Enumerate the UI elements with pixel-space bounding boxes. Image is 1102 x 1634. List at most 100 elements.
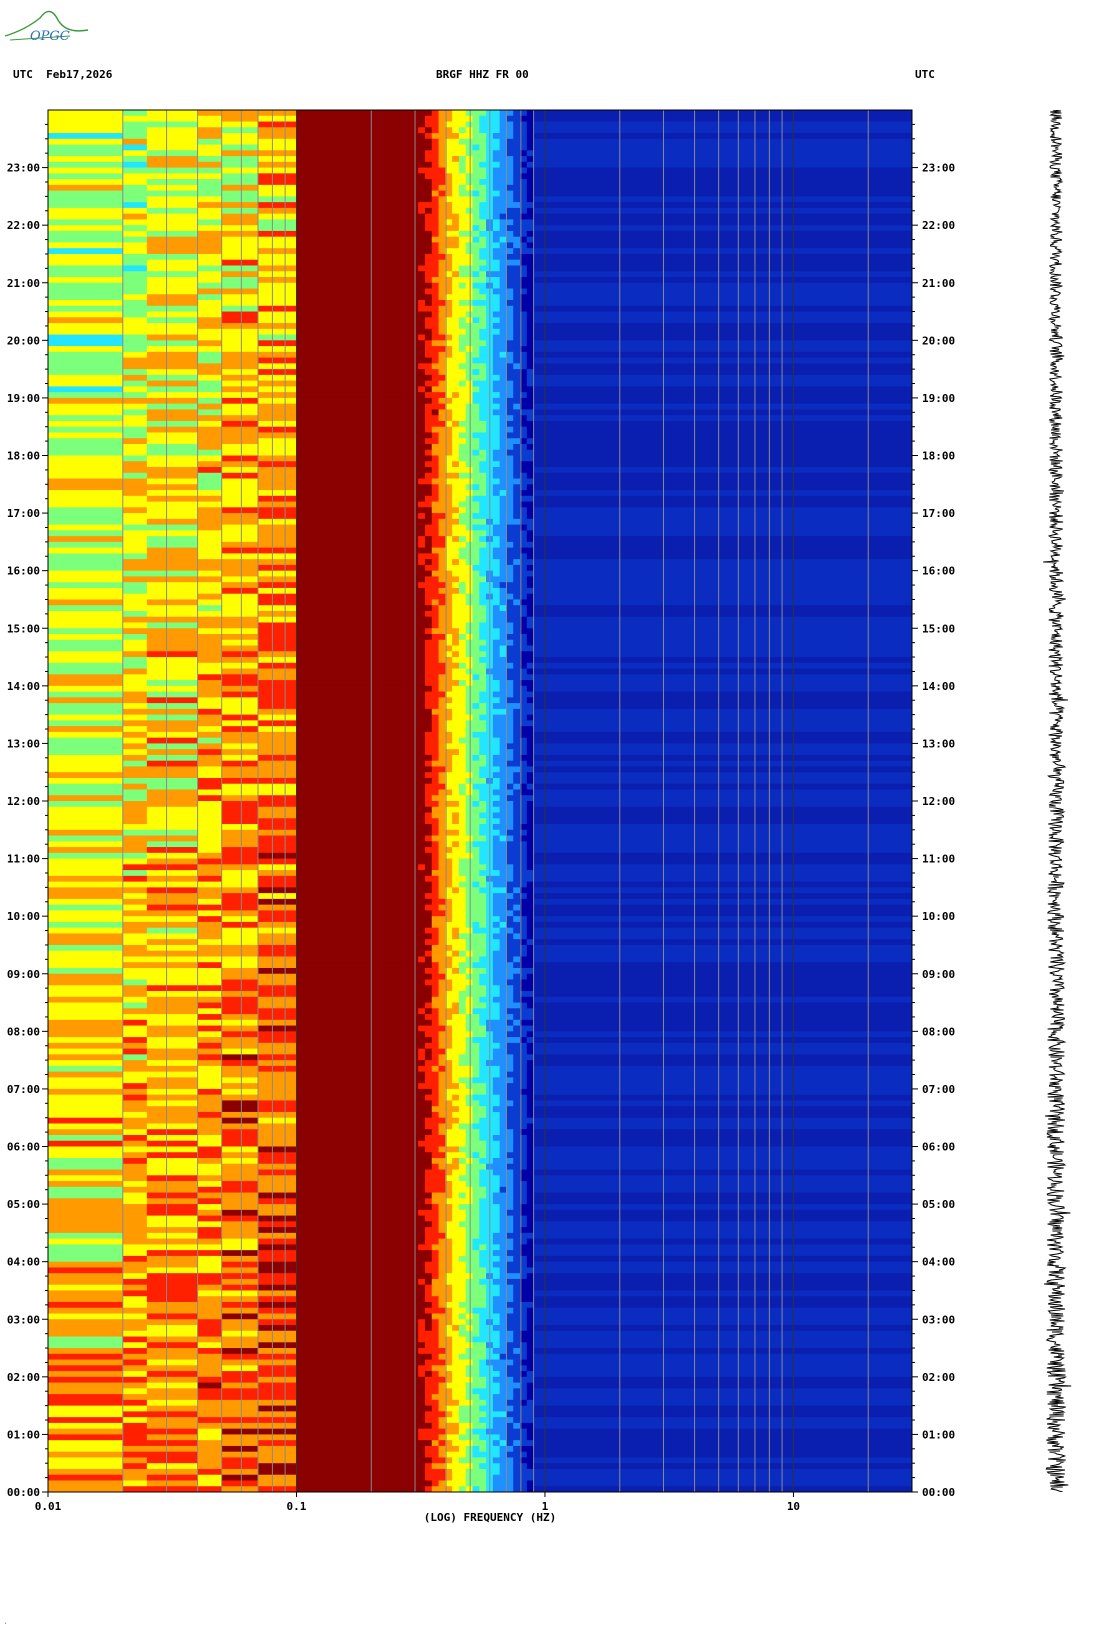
heat-cell: [48, 634, 124, 641]
heat-cell: [445, 1031, 453, 1038]
heat-cell: [520, 875, 528, 883]
heat-cell: [431, 916, 440, 923]
heat-cell: [533, 207, 912, 215]
heat-cell: [146, 547, 199, 554]
heat-cell: [465, 967, 473, 975]
heat-cell: [492, 323, 501, 330]
heat-cell: [48, 720, 124, 727]
heat-cell: [48, 495, 124, 503]
heat-cell: [438, 599, 446, 606]
heat-cell: [526, 697, 535, 704]
heat-cell: [526, 967, 535, 975]
heat-cell: [533, 369, 912, 376]
heat-cell: [48, 518, 124, 526]
heat-cell: [479, 616, 487, 623]
heat-cell: [424, 1014, 433, 1021]
heat-cell: [221, 875, 259, 883]
heat-cell: [445, 1123, 453, 1130]
heat-cell: [197, 616, 223, 623]
heat-cell: [506, 973, 514, 981]
heat-cell: [296, 1060, 412, 1067]
heat-cell: [431, 973, 440, 981]
heat-cell: [197, 190, 223, 197]
heat-cell: [472, 1123, 480, 1130]
heat-cell: [479, 1025, 487, 1032]
heat-cell: [506, 420, 514, 428]
heat-cell: [418, 1054, 426, 1061]
heat-cell: [499, 1088, 507, 1096]
heat-cell: [418, 708, 426, 716]
heat-cell: [533, 432, 912, 439]
heat-cell: [499, 259, 507, 266]
heat-cell: [197, 530, 223, 537]
heat-cell: [465, 1209, 473, 1217]
heat-cell: [146, 150, 199, 157]
heat-cell: [499, 979, 507, 986]
heat-cell: [146, 173, 199, 180]
heat-cell: [533, 852, 912, 860]
heat-cell: [48, 564, 124, 572]
heat-cell: [526, 651, 535, 658]
heat-cell: [445, 1198, 453, 1205]
heat-cell: [526, 472, 535, 480]
heat-cell: [418, 593, 426, 600]
heat-cell: [479, 893, 487, 900]
heat-cell: [465, 248, 473, 255]
heat-cell: [458, 115, 467, 123]
heat-cell: [479, 161, 487, 169]
heat-cell: [418, 1186, 426, 1194]
heat-cell: [465, 1054, 473, 1061]
heat-cell: [445, 1146, 453, 1153]
heat-cell: [424, 110, 433, 117]
heat-cell: [526, 1129, 535, 1136]
heat-cell: [472, 311, 480, 318]
heat-cell: [197, 991, 223, 998]
heat-cell: [479, 870, 487, 877]
heat-cell: [520, 236, 528, 243]
heat-cell: [221, 271, 259, 278]
heat-cell: [533, 1186, 912, 1194]
heat-cell: [526, 449, 535, 456]
heat-cell: [465, 760, 473, 767]
heat-cell: [48, 610, 124, 618]
heat-cell: [452, 472, 460, 480]
heat-cell: [424, 357, 433, 364]
heat-cell: [296, 1025, 412, 1032]
heat-cell: [513, 173, 521, 180]
heat-cell: [533, 657, 912, 664]
heat-cell: [479, 530, 487, 537]
heat-cell: [506, 1204, 514, 1211]
heat-cell: [458, 478, 467, 485]
heat-cell: [197, 714, 223, 721]
heat-cell: [526, 783, 535, 790]
heat-cell: [479, 253, 487, 261]
heat-cell: [197, 230, 223, 238]
heat-cell: [257, 864, 297, 871]
heat-cell: [197, 967, 223, 975]
heat-cell: [197, 950, 223, 957]
heat-cell: [197, 403, 223, 410]
heat-cell: [418, 409, 426, 416]
heat-cell: [146, 898, 199, 906]
heat-cell: [146, 259, 199, 266]
heat-cell: [465, 449, 473, 456]
heat-cell: [438, 432, 446, 439]
heat-cell: [445, 950, 453, 957]
heat-cell: [472, 415, 480, 422]
heat-cell: [479, 461, 487, 468]
heat-cell: [499, 622, 507, 629]
heat-cell: [122, 1065, 148, 1073]
heat-cell: [492, 985, 501, 992]
heat-cell: [472, 772, 480, 779]
heat-cell: [438, 634, 446, 641]
heat-cell: [472, 115, 480, 123]
heat-cell: [48, 1192, 124, 1199]
heat-cell: [197, 818, 223, 825]
heat-cell: [418, 818, 426, 825]
heat-cell: [122, 610, 148, 618]
heat-cell: [221, 852, 259, 860]
heat-cell: [492, 950, 501, 957]
heat-cell: [221, 179, 259, 186]
heat-cell: [424, 403, 433, 410]
heat-cell: [122, 628, 148, 635]
